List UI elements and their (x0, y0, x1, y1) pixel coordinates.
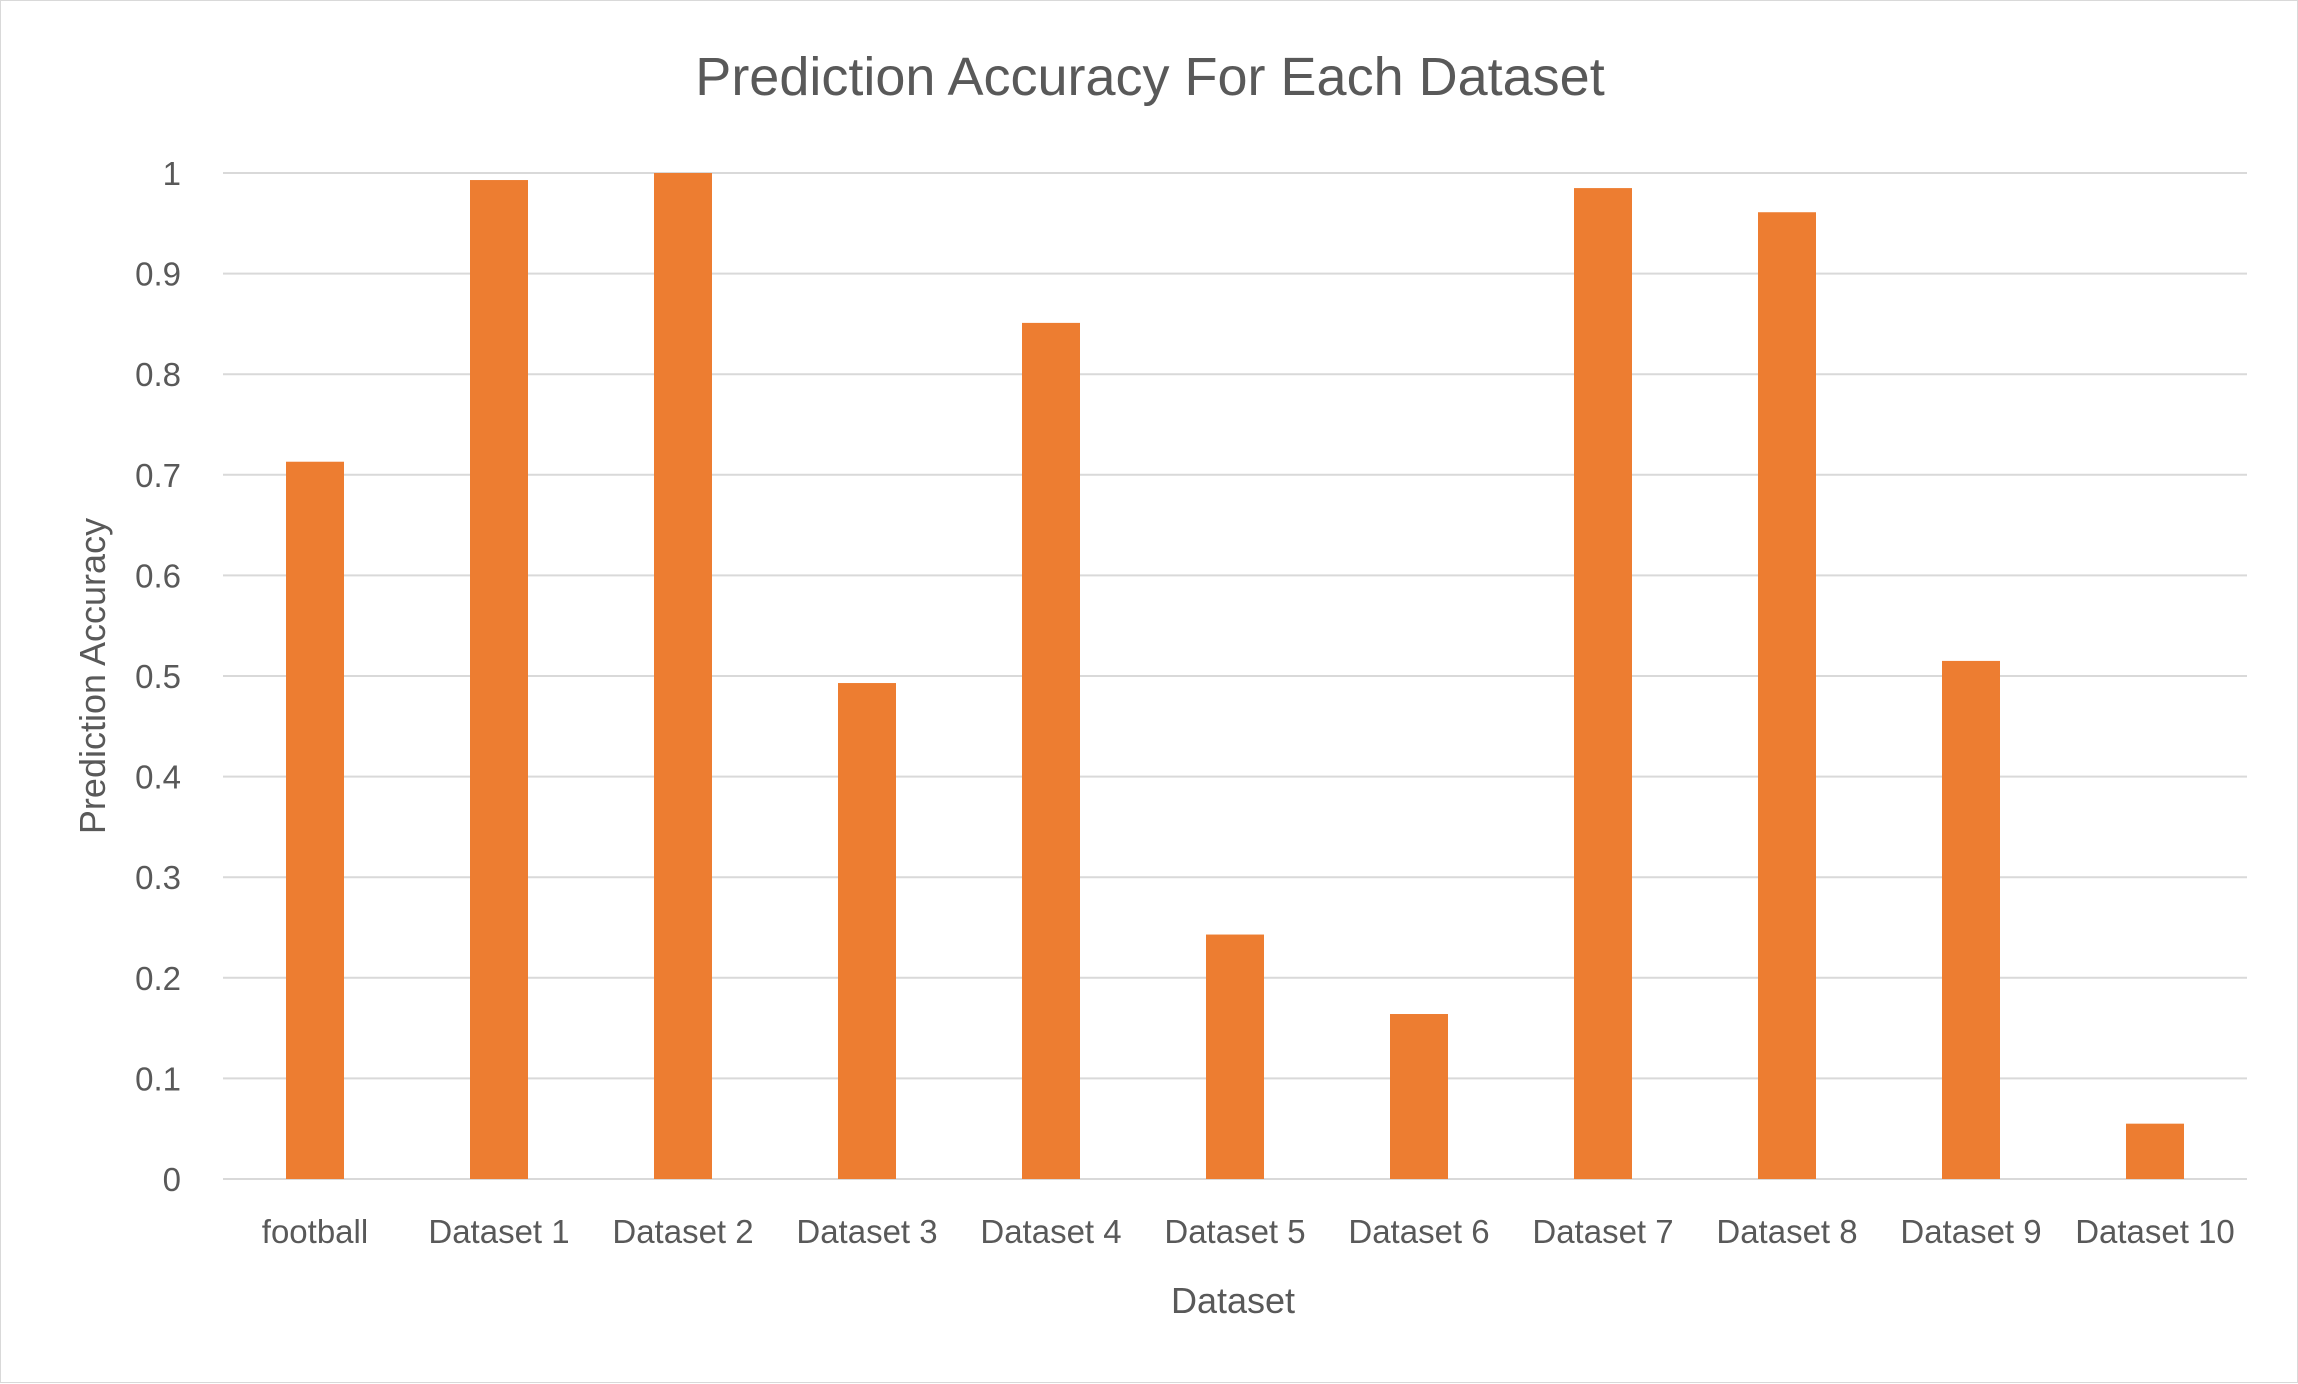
y-tick-label: 0.1 (135, 1060, 181, 1097)
y-tick-label: 0.3 (135, 859, 181, 896)
y-tick-label: 0.8 (135, 356, 181, 393)
x-axis-title: Dataset (1171, 1280, 1295, 1321)
x-tick-label: Dataset 2 (612, 1213, 753, 1250)
x-axis-tick-labels: football Dataset 1 Dataset 2 Dataset 3 Datas… (262, 1213, 2235, 1250)
bar (1390, 1014, 1448, 1179)
x-tick-label: Dataset 10 (2075, 1213, 2235, 1250)
chart-title: Prediction Accuracy For Each Dataset (695, 47, 1604, 107)
x-tick-label: Dataset 7 (1532, 1213, 1673, 1250)
x-tick-label: Dataset 4 (980, 1213, 1121, 1250)
bar (1574, 188, 1632, 1180)
bar (654, 173, 712, 1179)
y-tick-label: 0.4 (135, 759, 181, 796)
gridlines (223, 172, 2247, 1180)
y-tick-label: 0.2 (135, 960, 181, 997)
y-tick-label: 0 (163, 1161, 181, 1198)
y-axis-title: Prediction Accuracy (72, 518, 113, 834)
bar (838, 683, 896, 1179)
bar (286, 461, 344, 1179)
bar (1758, 212, 1816, 1179)
bars (286, 173, 2184, 1180)
y-tick-label: 0.9 (135, 256, 181, 293)
x-tick-label: Dataset 6 (1348, 1213, 1489, 1250)
y-tick-label: 1 (163, 155, 181, 192)
x-tick-label: Dataset 3 (796, 1213, 937, 1250)
bar (1022, 322, 1080, 1179)
y-tick-label: 0.5 (135, 658, 181, 695)
x-tick-label: Dataset 1 (428, 1213, 569, 1250)
x-tick-label: football (262, 1213, 368, 1250)
x-tick-label: Dataset 8 (1716, 1213, 1857, 1250)
y-axis-tick-labels: 0 0.1 0.2 0.3 0.4 0.5 0.6 0.7 0.8 0.9 1 (135, 155, 181, 1198)
y-tick-label: 0.6 (135, 557, 181, 594)
x-tick-label: Dataset 5 (1164, 1213, 1305, 1250)
bar (1942, 660, 2000, 1179)
bar (470, 180, 528, 1180)
bar (1206, 934, 1264, 1179)
y-tick-label: 0.7 (135, 457, 181, 494)
bar (2126, 1123, 2184, 1179)
x-tick-label: Dataset 9 (1900, 1213, 2041, 1250)
